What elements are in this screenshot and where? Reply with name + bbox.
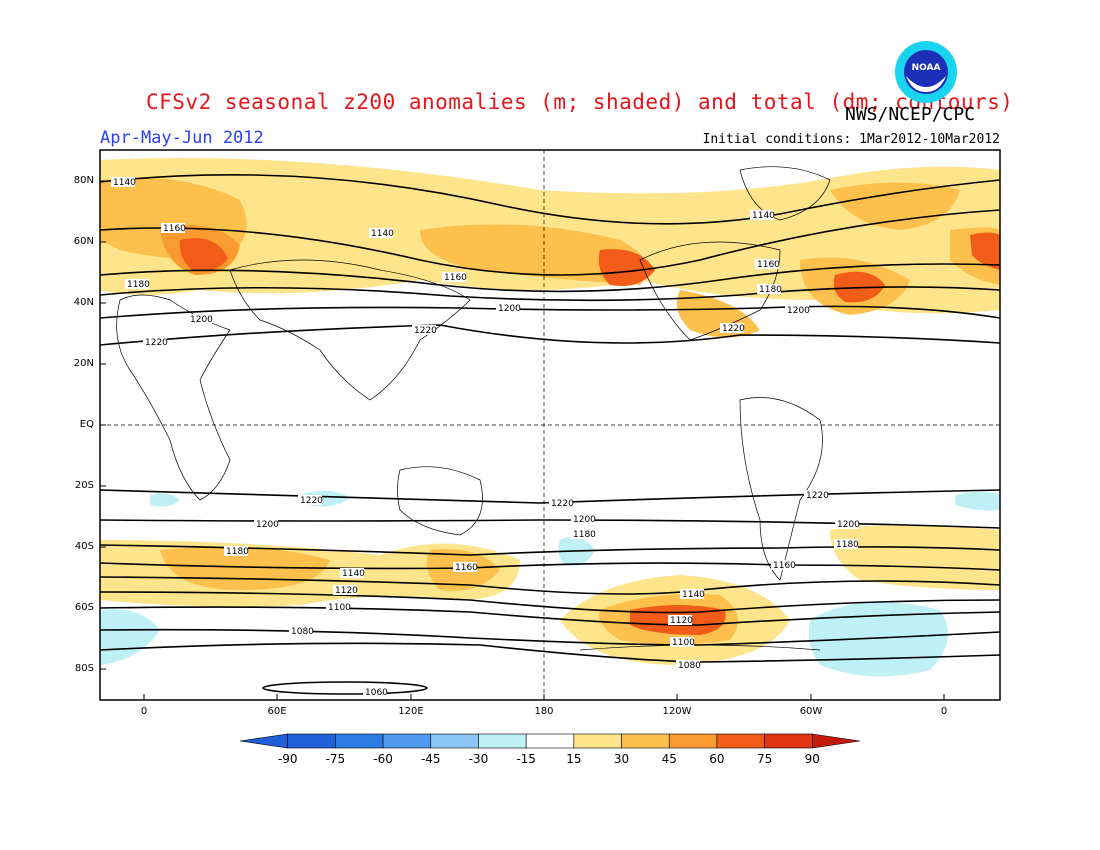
colorbar-label: 15 [566,752,582,766]
contour-label: 1220 [722,324,745,334]
colorbar-label: -75 [325,752,346,766]
contour-label: 1140 [682,590,705,600]
colorbar-bin [621,733,670,749]
contour-label: 1180 [759,285,782,295]
lon-label: 120E [398,706,424,717]
contour-label: 1220 [551,499,574,509]
colorbar-bin [668,733,718,749]
contour-label: 1140 [113,178,136,188]
contour-label: 1120 [335,586,358,596]
colorbar-bin [287,733,336,749]
colorbar-label: 90 [804,752,820,766]
colorbar [239,733,861,749]
colorbar-bin [478,733,527,749]
contour-label: 1100 [328,603,351,613]
lat-label: 20N [73,358,94,369]
credit-label: NWS/NCEP/CPC [845,104,976,125]
colorbar-bin [430,733,479,749]
colorbar-bin [573,733,622,749]
lon-label: 0 [140,706,148,717]
contour-label: 1160 [163,224,186,234]
lat-label: 80S [74,663,94,674]
height-contours [100,173,1000,695]
contour-label: 1160 [773,561,796,571]
contour-label: 1160 [757,260,780,270]
contour-label: 1140 [371,229,394,239]
lon-label: 60E [267,706,287,717]
lat-label: 40N [73,297,94,308]
season-label: Apr-May-Jun 2012 [100,128,264,148]
contour-label: 1200 [498,304,521,314]
contour-label: 1220 [300,496,323,506]
contour-label: 1060 [365,688,388,698]
colorbar-label: -90 [277,752,298,766]
colorbar-label: 45 [661,752,677,766]
noaa-logo-icon: NOAA [895,41,957,103]
contour-label: 1140 [342,569,365,579]
contour-labels: 1140 1140 1140 1160 1160 1160 1180 1180 … [111,177,860,698]
colorbar-bin [382,733,432,749]
contour-label: 1080 [291,627,314,637]
lat-label: 60N [73,236,94,247]
lon-label: 120W [662,706,692,717]
colorbar-bin [525,733,575,749]
lat-label: 40S [74,541,94,552]
lat-label: 60S [74,602,94,613]
colorbar-bin [716,733,765,749]
colorbar-bin [812,733,861,749]
contour-label: 1080 [678,661,701,671]
contour-label: 1220 [145,338,168,348]
lon-label: 180 [534,706,554,717]
colorbar-label: 75 [756,752,773,766]
contour-label: 1180 [127,280,150,290]
colorbar-label: -30 [468,752,489,766]
colorbar-bin [239,733,288,749]
contour-label: 1200 [787,306,810,316]
lat-label: 80N [73,175,94,186]
contour-label: 1140 [752,211,775,221]
contour-label: 1200 [256,520,279,530]
contour-label: 1220 [806,491,829,501]
lat-label: EQ [79,419,94,430]
colorbar-bin [764,733,813,749]
contour-label: 1200 [573,515,596,525]
coastlines [116,166,831,651]
contour-label: 1160 [455,563,478,573]
axis-ticks [100,180,945,700]
contour-label: 1220 [414,326,437,336]
contour-label: 1160 [444,273,467,283]
contour-label: 1180 [226,547,249,557]
lon-label: 60W [799,706,823,717]
contour-label: 1200 [837,520,860,530]
lat-label: 20S [74,480,94,491]
contour-label: 1100 [672,638,695,648]
contour-label: 1200 [190,315,213,325]
svg-text:NOAA: NOAA [912,63,941,73]
lon-label: 0 [940,706,948,717]
colorbar-bin [335,733,384,749]
contour-label: 1180 [836,540,859,550]
colorbar-label: -15 [516,752,536,766]
colorbar-label: -60 [373,752,393,766]
colorbar-label: -45 [420,752,441,766]
contour-label: 1120 [670,616,693,626]
initial-conditions-label: Initial conditions: 1Mar2012-10Mar2012 [702,132,1000,147]
colorbar-label: 60 [709,752,725,766]
contour-label: 1180 [573,530,596,540]
colorbar-label: 30 [613,752,630,766]
map-title: CFSv2 seasonal z200 anomalies (m; shaded… [146,90,1014,114]
